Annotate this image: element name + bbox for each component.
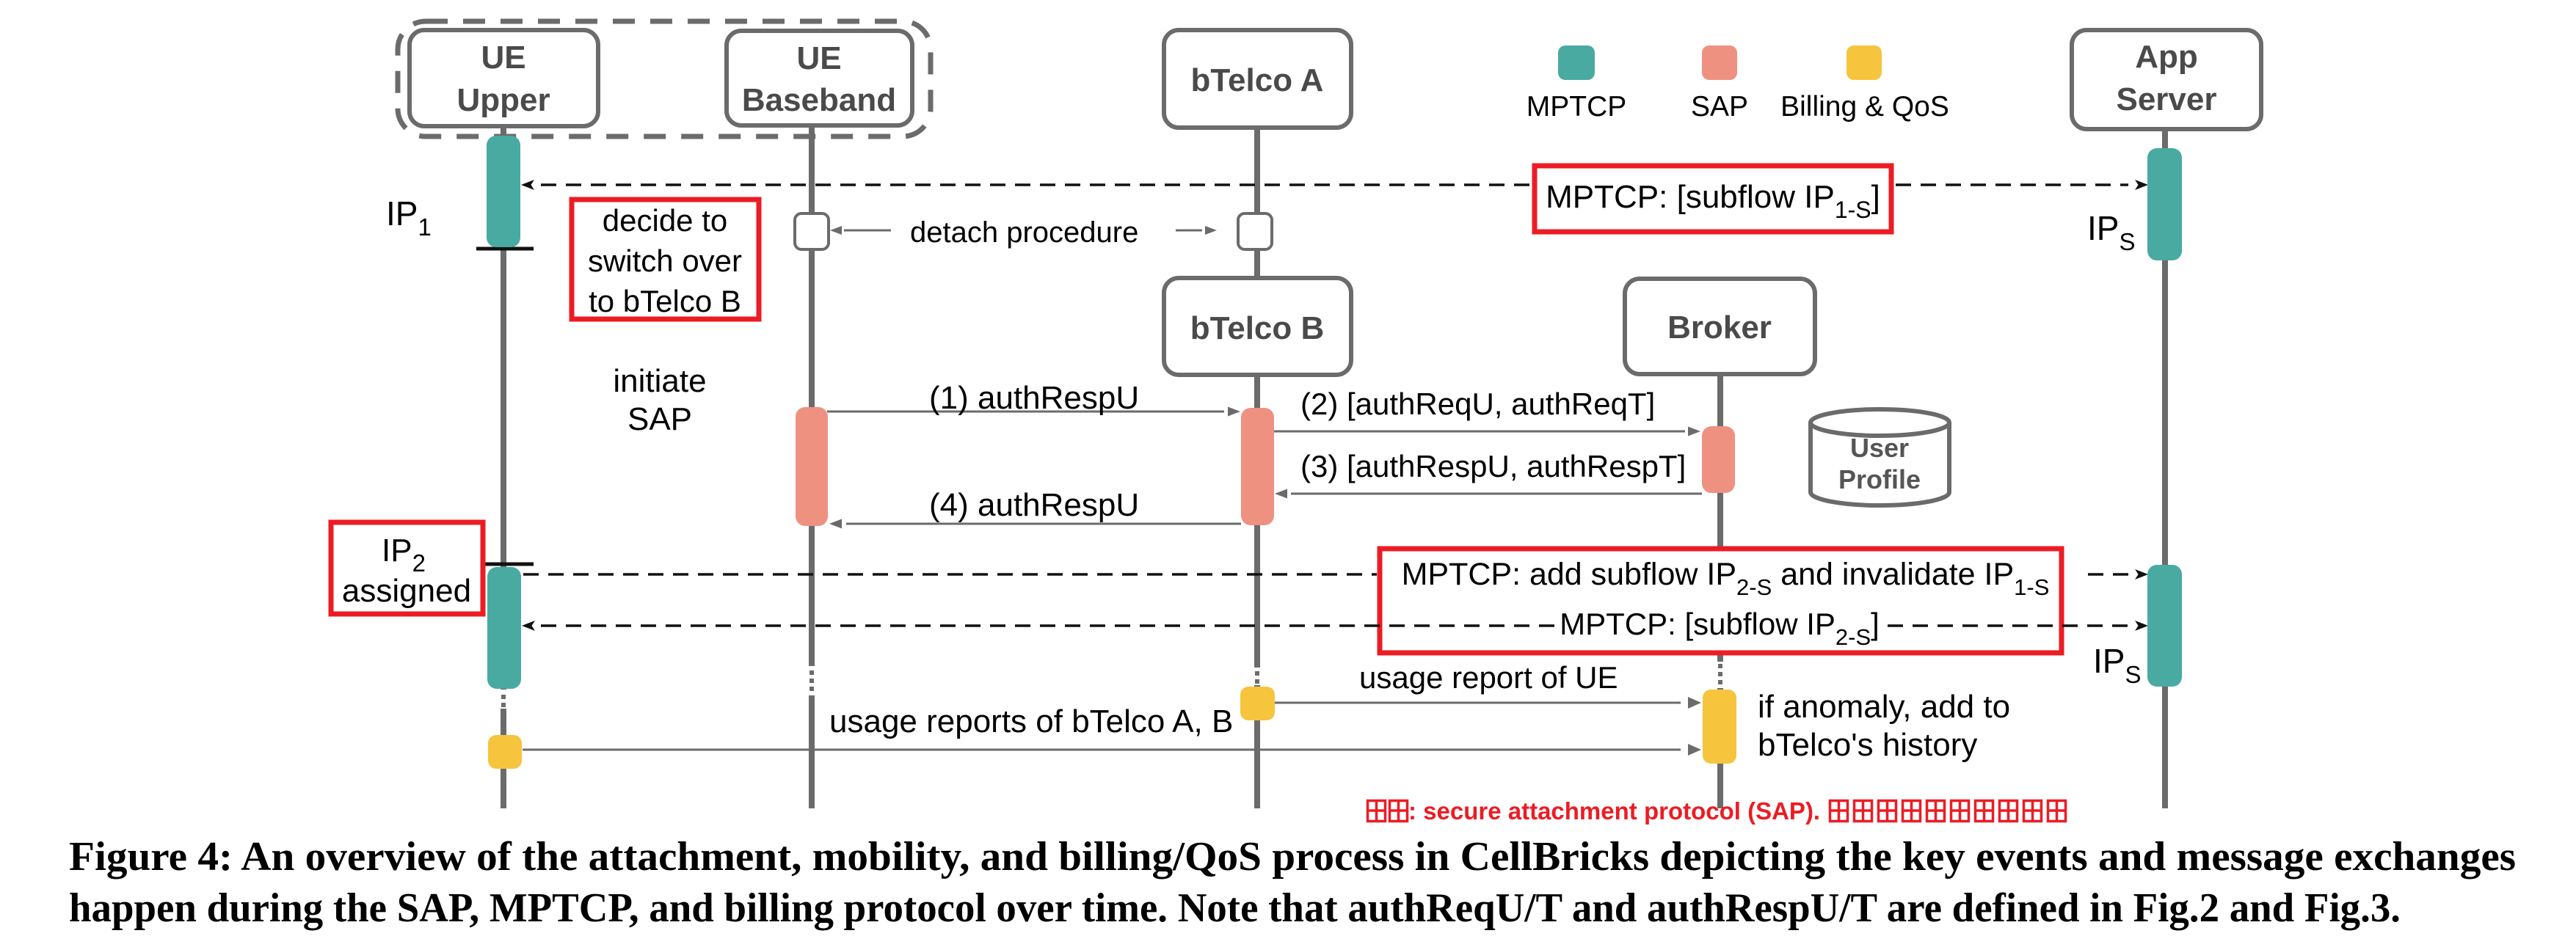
svg-text:Billing & QoS: Billing & QoS	[1780, 91, 1949, 123]
svg-text:UE: UE	[796, 40, 841, 76]
svg-text:initiate: initiate	[613, 363, 706, 399]
svg-text:bTelco's history: bTelco's history	[1758, 727, 1977, 763]
svg-text:Broker: Broker	[1667, 310, 1772, 345]
svg-text:IPS: IPS	[2087, 209, 2135, 255]
svg-text:IP1: IP1	[386, 194, 432, 241]
svg-text:(1) authRespU: (1) authRespU	[929, 380, 1139, 416]
svg-text:SAP: SAP	[1691, 91, 1748, 123]
svg-text:UE: UE	[481, 40, 525, 76]
svg-text:usage report of UE: usage report of UE	[1359, 660, 1618, 695]
svg-text:(3) [authRespU, authRespT]: (3) [authRespU, authRespT]	[1300, 449, 1686, 483]
svg-text:usage reports of bTelco A, B: usage reports of bTelco A, B	[829, 703, 1233, 739]
svg-text:Upper: Upper	[456, 82, 550, 118]
svg-text:App: App	[2135, 39, 2198, 75]
svg-text:switch over: switch over	[588, 244, 742, 278]
svg-text:Baseband: Baseband	[742, 82, 896, 118]
svg-text:Server: Server	[2116, 81, 2216, 117]
svg-text:assigned: assigned	[342, 573, 471, 609]
svg-text:to bTelco B: to bTelco B	[589, 284, 741, 318]
svg-text:(4) authRespU: (4) authRespU	[929, 487, 1139, 523]
svg-text:User: User	[1850, 433, 1909, 463]
svg-text:bTelco B: bTelco B	[1190, 310, 1325, 346]
svg-text:detach procedure: detach procedure	[910, 216, 1138, 249]
svg-text:bTelco A: bTelco A	[1191, 62, 1324, 98]
svg-text:: secure attachment protocol (: : secure attachment protocol (SAP).	[1408, 797, 1820, 825]
svg-text:SAP: SAP	[627, 401, 692, 437]
svg-text:IPS: IPS	[2093, 642, 2141, 688]
svg-text:MPTCP: MPTCP	[1527, 91, 1627, 123]
svg-text:decide to: decide to	[603, 203, 727, 238]
svg-text:happen during the SAP, MPTCP,: happen during the SAP, MPTCP, and billin…	[69, 885, 2401, 931]
svg-text:Figure 4: An overview of the a: Figure 4: An overview of the attachment,…	[69, 834, 2516, 880]
svg-text:(2) [authReqU, authReqT]: (2) [authReqU, authReqT]	[1300, 387, 1655, 421]
svg-text:if anomaly, add to: if anomaly, add to	[1758, 689, 2010, 725]
svg-text:Profile: Profile	[1838, 464, 1921, 494]
